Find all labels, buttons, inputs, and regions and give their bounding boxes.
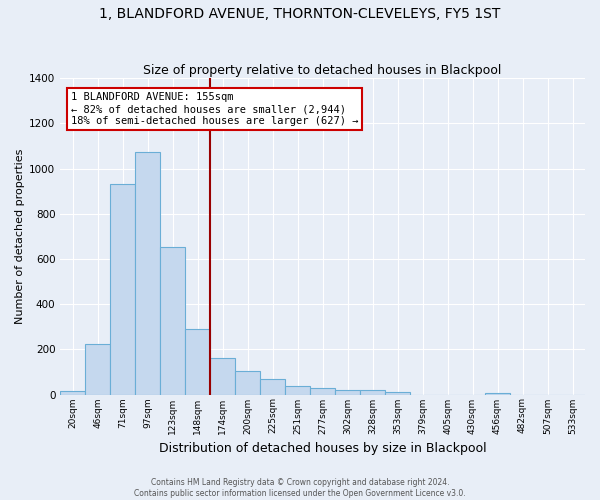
Bar xyxy=(360,390,385,394)
Bar xyxy=(185,329,210,394)
Y-axis label: Number of detached properties: Number of detached properties xyxy=(15,148,25,324)
Text: 1, BLANDFORD AVENUE, THORNTON-CLEVELEYS, FY5 1ST: 1, BLANDFORD AVENUE, THORNTON-CLEVELEYS,… xyxy=(100,8,500,22)
Bar xyxy=(210,358,235,394)
Title: Size of property relative to detached houses in Blackpool: Size of property relative to detached ho… xyxy=(143,64,502,77)
Bar xyxy=(85,344,110,394)
Bar xyxy=(385,392,410,394)
Bar xyxy=(335,390,360,394)
Bar xyxy=(285,386,310,394)
Text: 1 BLANDFORD AVENUE: 155sqm
← 82% of detached houses are smaller (2,944)
18% of s: 1 BLANDFORD AVENUE: 155sqm ← 82% of deta… xyxy=(71,92,358,126)
Bar xyxy=(60,391,85,394)
Bar xyxy=(485,392,510,394)
Bar xyxy=(310,388,335,394)
Bar xyxy=(260,378,285,394)
X-axis label: Distribution of detached houses by size in Blackpool: Distribution of detached houses by size … xyxy=(159,442,487,455)
Bar xyxy=(135,152,160,394)
Text: Contains HM Land Registry data © Crown copyright and database right 2024.
Contai: Contains HM Land Registry data © Crown c… xyxy=(134,478,466,498)
Bar xyxy=(235,371,260,394)
Bar xyxy=(160,246,185,394)
Bar xyxy=(110,184,135,394)
